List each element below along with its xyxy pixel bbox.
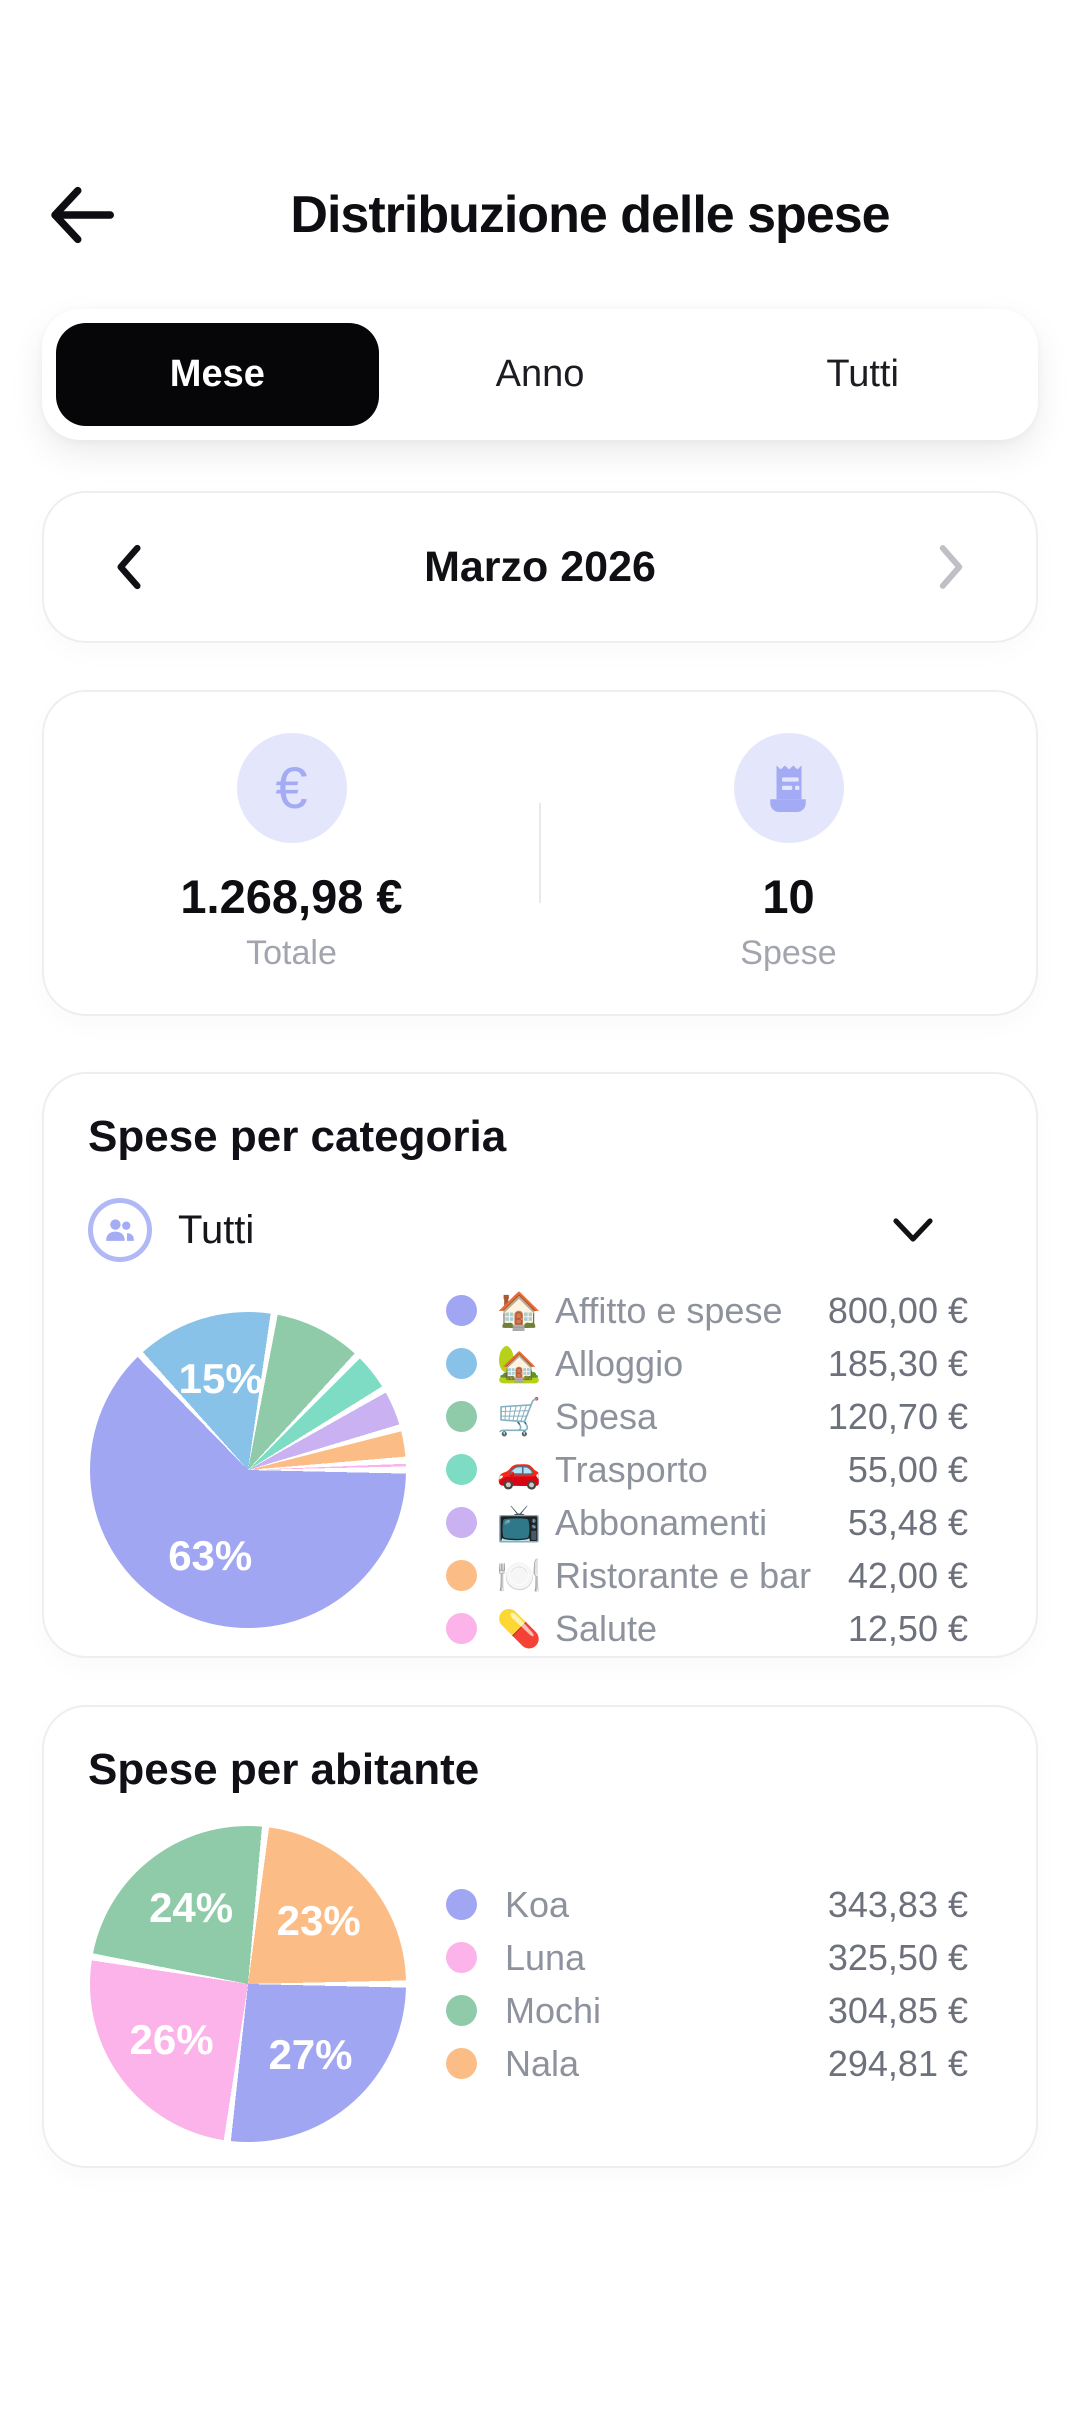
category-legend: 🏠 Affitto e spese 800,00 € 🏡 Alloggio 185,30 …: [446, 1284, 992, 1655]
resident-section-card: Spese per abitante 27% 26% 24% 23% Koa 343,8…: [42, 1705, 1038, 2168]
category-emoji-icon: 🛒: [496, 1395, 542, 1437]
pie-percent-label: 23%: [276, 1896, 361, 1944]
category-chart-row: 63% 15% 🏠 Affitto e spese 800,00 € 🏡 Alloggio…: [88, 1282, 992, 1657]
summary-card: € 1.268,98 € Totale 10 Spese: [42, 690, 1038, 1016]
legend-value: 304,85 €: [827, 1989, 968, 2031]
legend-item: 🛒 Spesa 120,70 €: [446, 1390, 968, 1443]
legend-item: 🚗 Trasporto 55,00 €: [446, 1443, 968, 1496]
legend-value: 42,00 €: [847, 1554, 968, 1596]
category-section-card: Spese per categoria Tutti 63% 15% 🏠 Affitt…: [42, 1072, 1038, 1658]
legend-label: Spesa: [555, 1395, 658, 1437]
back-button[interactable]: [42, 170, 152, 260]
legend-label: Salute: [555, 1607, 658, 1649]
legend-label: Abbonamenti: [555, 1501, 768, 1543]
next-month-button[interactable]: [902, 522, 972, 612]
category-pie-chart: 63% 15%: [90, 1311, 406, 1628]
legend-item: Koa 343,83 €: [446, 1878, 968, 1931]
resident-section-title: Spese per abitante: [88, 1745, 480, 1794]
legend-item: Nala 294,81 €: [446, 2037, 968, 2090]
category-filter-label: Tutti: [178, 1207, 255, 1252]
total-amount: 1.268,98 €: [180, 870, 403, 923]
legend-value: 294,81 €: [827, 2042, 968, 2084]
chevron-right-icon: [930, 541, 972, 593]
chevron-down-icon: [876, 1213, 936, 1247]
legend-item: 📺 Abbonamenti 53,48 €: [446, 1496, 968, 1549]
legend-value: 55,00 €: [847, 1448, 968, 1490]
legend-label: Ristorante e bar: [555, 1554, 812, 1596]
legend-item: Mochi 304,85 €: [446, 1984, 968, 2037]
legend-color-dot: [446, 1401, 477, 1432]
category-section-title: Spese per categoria: [88, 1112, 507, 1161]
total-summary: € 1.268,98 € Totale: [44, 733, 539, 973]
left-arrow-icon: [42, 176, 120, 254]
legend-item: 🍽️ Ristorante e bar 42,00 €: [446, 1549, 968, 1602]
euro-icon: €: [236, 733, 347, 843]
vertical-divider: [539, 803, 541, 903]
legend-value: 185,30 €: [827, 1342, 968, 1384]
page-title: Distribuzione delle spese: [290, 186, 890, 244]
legend-color-dot: [446, 2048, 477, 2079]
period-label: Marzo 2026: [424, 542, 656, 591]
resident-chart-row: 27% 26% 24% 23% Koa 343,83 € Luna 325,50 € Moch…: [88, 1819, 992, 2149]
legend-label: Trasporto: [555, 1448, 708, 1490]
legend-item: 🏡 Alloggio 185,30 €: [446, 1337, 968, 1390]
category-filter-dropdown[interactable]: Tutti: [88, 1194, 992, 1266]
resident-legend: Koa 343,83 € Luna 325,50 € Mochi 304,85 € Nala…: [446, 1878, 992, 2090]
legend-value: 325,50 €: [827, 1936, 968, 1978]
legend-value: 800,00 €: [827, 1289, 968, 1331]
legend-item: Luna 325,50 €: [446, 1931, 968, 1984]
pie-percent-label: 27%: [268, 2031, 353, 2079]
legend-color-dot: [446, 1889, 477, 1920]
expense-count: 10: [762, 870, 815, 923]
legend-color-dot: [446, 1454, 477, 1485]
legend-color-dot: [446, 1348, 477, 1379]
legend-color-dot: [446, 1995, 477, 2026]
pie-percent-label: 15%: [178, 1354, 263, 1402]
legend-color-dot: [446, 1507, 477, 1538]
pie-percent-label: 63%: [168, 1532, 253, 1580]
legend-label: Affitto e spese: [555, 1289, 783, 1331]
legend-value: 12,50 €: [847, 1607, 968, 1649]
legend-value: 343,83 €: [827, 1883, 968, 1925]
tab-anno[interactable]: Anno: [495, 353, 585, 395]
legend-label: Luna: [505, 1936, 586, 1978]
legend-label: Mochi: [505, 1989, 602, 2031]
category-emoji-icon: 🏠: [496, 1289, 542, 1331]
pie-percent-label: 26%: [129, 2016, 214, 2064]
tab-tutti[interactable]: Tutti: [826, 353, 899, 395]
legend-color-dot: [446, 1295, 477, 1326]
legend-label: Koa: [505, 1883, 570, 1925]
legend-color-dot: [446, 1613, 477, 1644]
legend-item: 🏠 Affitto e spese 800,00 €: [446, 1284, 968, 1337]
people-group-icon: [88, 1198, 152, 1262]
legend-label: Alloggio: [555, 1342, 684, 1384]
category-emoji-icon: 💊: [496, 1607, 542, 1649]
legend-color-dot: [446, 1942, 477, 1973]
previous-month-button[interactable]: [108, 522, 178, 612]
legend-value: 53,48 €: [847, 1501, 968, 1543]
resident-pie-chart: 27% 26% 24% 23%: [90, 1826, 406, 2142]
legend-label: Nala: [505, 2042, 580, 2084]
receipt-icon: [733, 733, 844, 843]
chevron-left-icon: [108, 541, 150, 593]
pie-percent-label: 24%: [149, 1884, 234, 1932]
period-selector: Marzo 2026: [42, 491, 1038, 643]
count-summary: 10 Spese: [541, 733, 1036, 973]
legend-color-dot: [446, 1560, 477, 1591]
total-label: Totale: [246, 934, 337, 972]
category-emoji-icon: 🍽️: [496, 1554, 542, 1596]
category-emoji-icon: 🏡: [496, 1342, 542, 1384]
category-emoji-icon: 📺: [496, 1501, 542, 1543]
header: Distribuzione delle spese: [42, 160, 1038, 270]
legend-item: 💊 Salute 12,50 €: [446, 1602, 968, 1655]
tab-mese[interactable]: Mese: [56, 323, 379, 426]
category-emoji-icon: 🚗: [496, 1448, 542, 1490]
segmented-tabs: Mese Anno Tutti: [42, 309, 1038, 440]
expense-count-label: Spese: [740, 934, 837, 972]
legend-value: 120,70 €: [827, 1395, 968, 1437]
